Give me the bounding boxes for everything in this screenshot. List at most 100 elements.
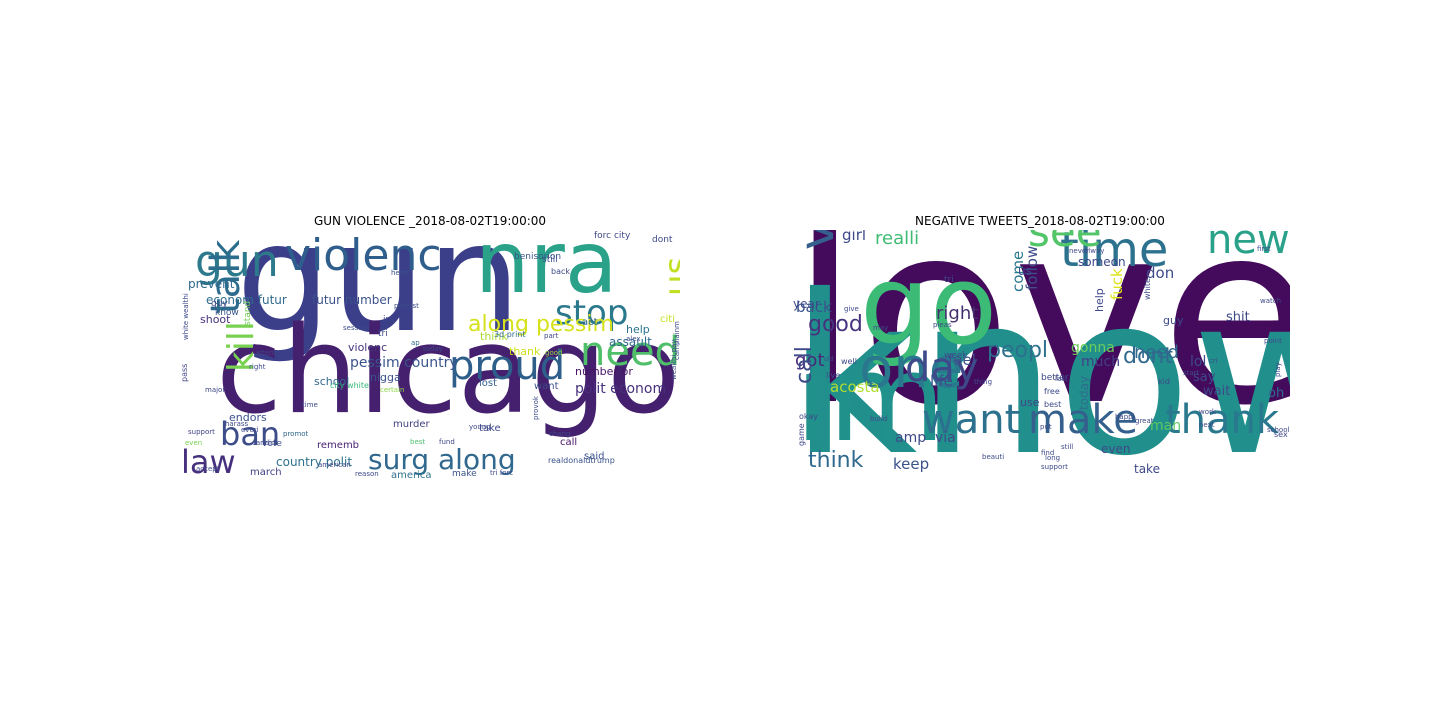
word-play: play — [1274, 362, 1282, 377]
word-feel: feel — [948, 351, 976, 369]
word-put: put — [1040, 423, 1052, 431]
word-forc-city: forc city — [594, 231, 631, 241]
word-want: want — [534, 381, 559, 392]
word-proud: proud — [449, 343, 566, 389]
word-long: long — [1045, 454, 1061, 462]
word-say: say — [1193, 370, 1216, 385]
word-nra: nra — [475, 230, 618, 313]
word-know: know — [215, 308, 239, 318]
word-watch: watch — [1260, 297, 1282, 305]
word-day: day — [905, 345, 979, 391]
word-citi: citi — [660, 314, 675, 325]
word-dont: dont — [1123, 344, 1173, 369]
word-heart: heart — [391, 269, 410, 277]
word-city-white: city white — [330, 381, 369, 390]
word-think: think — [480, 330, 508, 343]
word-school: school — [314, 375, 350, 388]
word-see: see — [1028, 230, 1102, 256]
word-alex: alex — [626, 335, 641, 343]
word-tri-forc: tri forc — [490, 469, 514, 477]
word-take: take — [1134, 462, 1160, 476]
word-year: year — [793, 297, 820, 311]
word-acosta: acosta — [830, 378, 880, 396]
word-shit: shit — [1226, 310, 1250, 325]
word-great: great — [1135, 417, 1154, 425]
word-next: next — [1199, 421, 1215, 429]
word-violenc: violenc — [285, 230, 442, 281]
word-everi: everi — [241, 426, 259, 434]
word-much: much — [1081, 354, 1121, 370]
word-gonna: gonna — [1071, 340, 1115, 356]
word-number-br: number br — [575, 365, 633, 378]
word-build: build — [870, 415, 888, 423]
word-fund: fund — [439, 438, 455, 446]
word-school: school — [1267, 426, 1290, 434]
word-best: best — [410, 438, 426, 446]
word-call: call — [560, 437, 578, 448]
word-provok: provok — [532, 396, 540, 420]
word-realdonaldtrump: realdonaldtrump — [548, 456, 615, 465]
left-word-cloud: gun chicago nra violenc gun need proud talk stop… — [180, 230, 680, 486]
word-never: never — [1069, 247, 1090, 255]
word-use: use — [1020, 396, 1040, 409]
word-futur-number: futur number — [312, 293, 392, 307]
word-back: back — [796, 298, 832, 316]
word-old: old — [824, 356, 834, 363]
word-stop: stop — [555, 293, 629, 333]
word-pass: pass — [180, 363, 189, 382]
word-today: today — [423, 345, 443, 353]
word-oh: oh — [1268, 386, 1285, 401]
word-march: march — [250, 467, 282, 478]
word-peopl: peopl — [987, 338, 1049, 363]
word-ap: ap — [411, 339, 420, 347]
word-make: make — [452, 469, 477, 479]
word-american: american — [318, 461, 351, 469]
word-prevent: prevent — [188, 277, 235, 291]
word-us: us — [1018, 264, 1032, 278]
word-law: law — [181, 443, 236, 481]
word-young: young — [469, 423, 491, 431]
word-reason: reason — [355, 470, 379, 478]
word-alway: alway — [1084, 247, 1105, 255]
word-one: one — [859, 336, 964, 401]
word-im: im — [795, 330, 946, 469]
word-guy: guy — [1163, 314, 1184, 327]
word-im: im — [383, 315, 395, 325]
word-econom-futur: econom futur — [206, 293, 287, 307]
word-help: help — [1093, 288, 1106, 312]
word-happi: happi — [1115, 413, 1135, 421]
word-keep: keep — [893, 455, 930, 473]
word-pleas: pleas — [933, 321, 952, 329]
word-best: best — [1044, 400, 1062, 409]
word-america: america — [391, 470, 432, 481]
word-support: support — [188, 428, 215, 436]
word-first: first — [1257, 245, 1271, 253]
word-need: need — [1134, 342, 1179, 363]
word-murder: murder — [393, 419, 430, 430]
word-attent: attent — [255, 349, 277, 357]
word-said: said — [584, 451, 605, 462]
word-along-pessim: along pessim — [468, 312, 614, 337]
word-back: back — [551, 267, 571, 276]
word-wait: wait — [1203, 384, 1231, 399]
word-live: live — [826, 371, 841, 380]
word-good: good — [808, 312, 863, 337]
word-point: point — [1264, 337, 1282, 345]
word-ban: ban — [220, 415, 281, 453]
word-support: support — [1041, 463, 1068, 471]
left-cloud-title: GUN VIOLENCE _2018-08-02T19:00:00 — [313, 214, 547, 228]
word-still: still — [542, 255, 558, 265]
word-surg-along: surg along — [368, 443, 516, 476]
word-pessim-country: pessim country — [350, 355, 458, 371]
word-endors: endors — [229, 411, 267, 424]
word-benisorion: benisorion — [514, 252, 562, 262]
word-chang: chang — [549, 430, 571, 438]
word-stand: stand — [243, 300, 253, 326]
word-need: need — [580, 329, 680, 375]
word-want: want — [922, 397, 1021, 443]
word-time: time — [302, 401, 318, 409]
word-cri: cri — [1209, 357, 1218, 365]
word-sex: sex — [1274, 430, 1288, 439]
word-via: via — [935, 430, 956, 446]
word-well: well — [841, 357, 857, 366]
